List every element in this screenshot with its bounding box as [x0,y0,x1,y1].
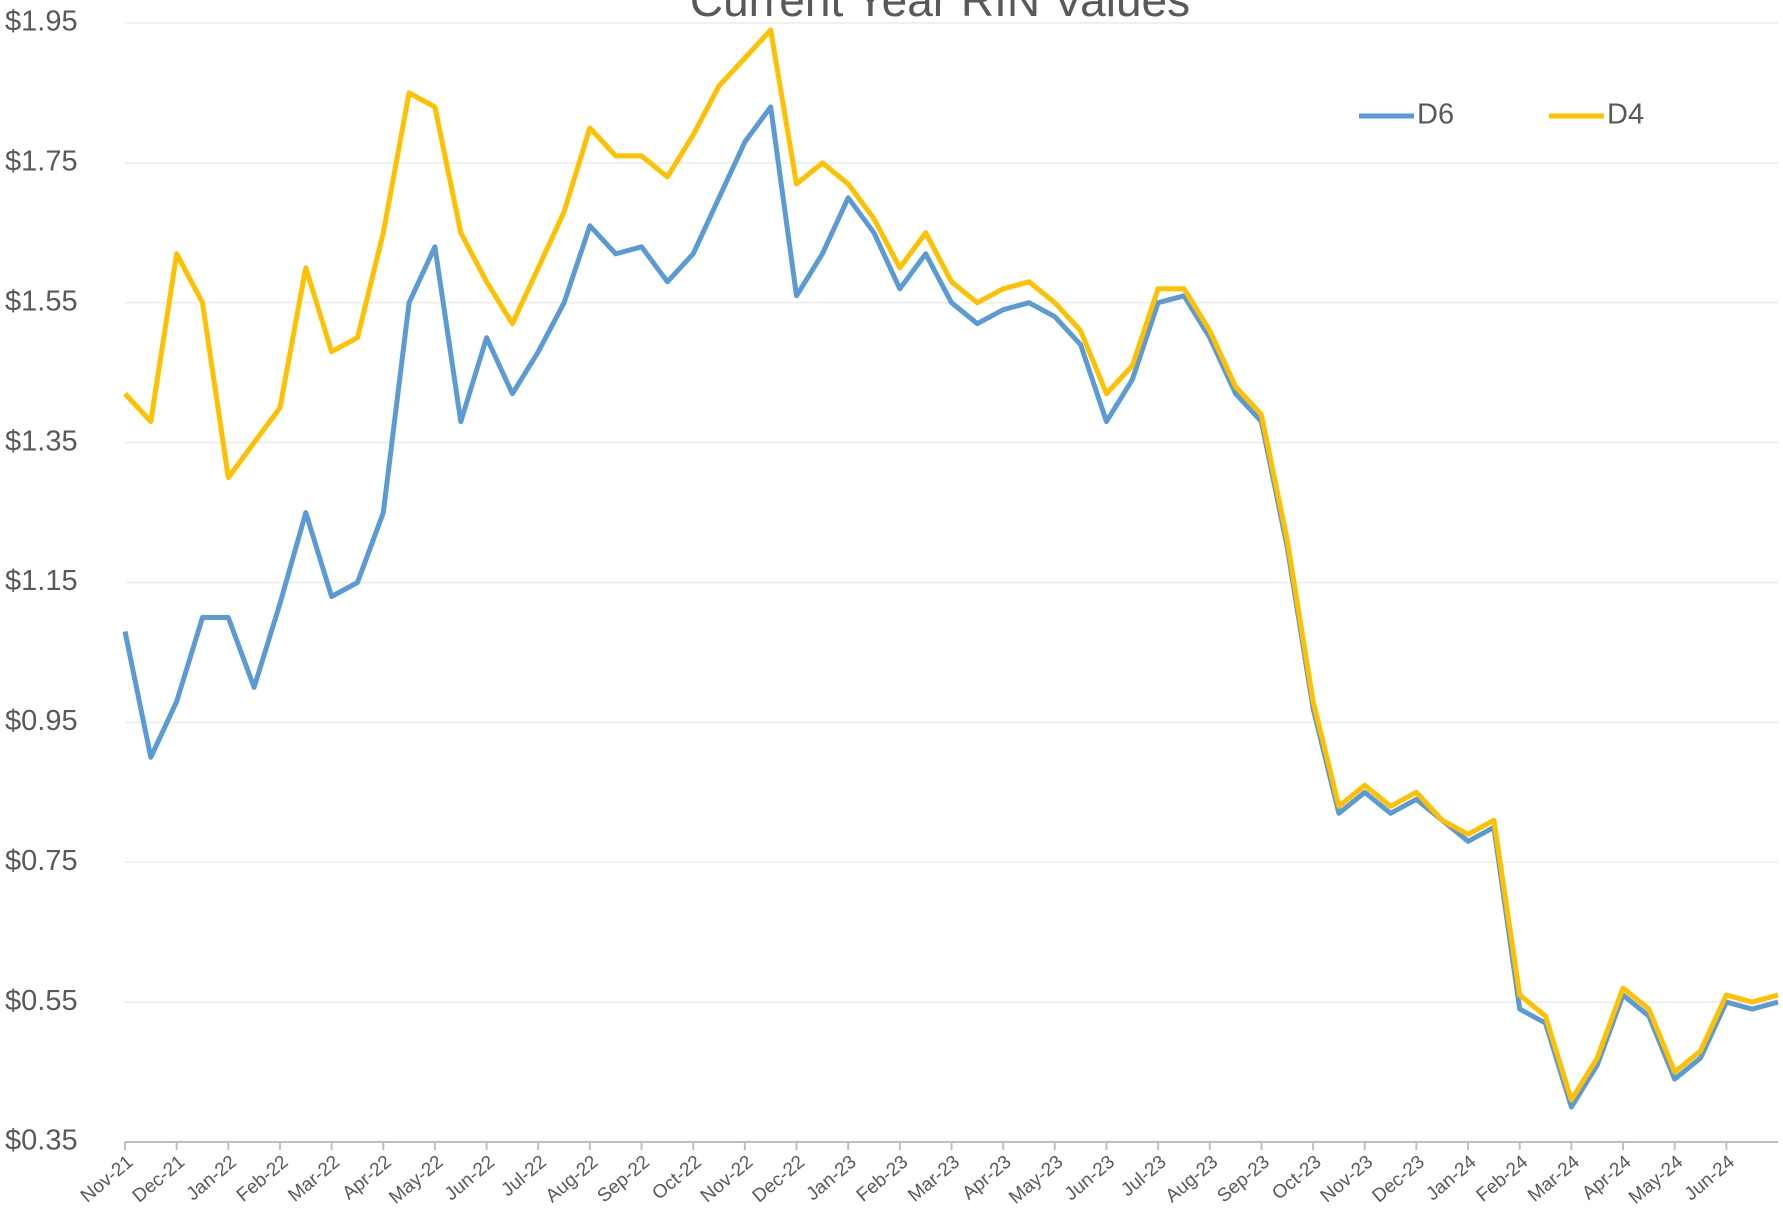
x-tick-label: Mar-23 [904,1152,964,1207]
x-tick-label: Apr-23 [958,1152,1015,1205]
x-tick-label: Dec-22 [749,1152,809,1207]
y-tick-label: $0.75 [5,845,78,877]
x-tick-label: May-23 [1005,1152,1067,1209]
y-tick-label: $1.15 [5,565,78,597]
x-tick-label: May-22 [385,1152,447,1209]
legend-label: D4 [1607,99,1644,131]
x-tick-label: Jun-24 [1681,1151,1739,1205]
x-tick-label: Feb-22 [233,1152,293,1207]
x-tick-label: Nov-21 [77,1152,137,1207]
x-tick-label: May-24 [1625,1151,1687,1208]
x-tick-label: Dec-21 [129,1152,189,1207]
y-tick-label: $1.75 [5,146,78,178]
legend-label: D6 [1417,99,1454,131]
x-tick-label: Jan-23 [803,1152,861,1205]
x-tick-label: Oct-23 [1268,1152,1325,1205]
y-tick-label: $1.35 [5,425,78,457]
x-tick-label: Jan-24 [1422,1151,1480,1205]
x-tick-label: Aug-23 [1162,1152,1222,1207]
x-tick-label: Nov-23 [1317,1152,1377,1207]
y-tick-label: $0.95 [5,705,78,737]
x-tick-label: Apr-22 [339,1152,396,1205]
line-series [123,27,1779,1103]
x-tick-label: Feb-24 [1473,1151,1533,1206]
x-tick-label: Jul-23 [1117,1152,1170,1201]
x-tick-label: Feb-23 [853,1152,913,1207]
x-tick-label: Jul-22 [498,1152,551,1201]
x-tick-label: Jun-23 [1061,1152,1119,1205]
x-tick-label: Aug-22 [542,1152,602,1207]
chart-title: Current Year RIN Values [690,0,1190,26]
x-tick-label: Sep-22 [594,1152,654,1207]
y-tick-label: $0.55 [5,985,78,1017]
x-tick-label: Mar-22 [284,1152,344,1207]
x-tick-label: Dec-23 [1368,1152,1428,1207]
x-tick-label: Mar-24 [1524,1151,1584,1206]
x-tick-label: Oct-22 [648,1152,705,1205]
x-tick-label: Sep-23 [1213,1152,1273,1207]
x-tick-label: Jun-22 [441,1152,499,1205]
line-series [122,104,1779,1110]
x-tick-label: Apr-24 [1578,1151,1636,1204]
y-tick-label: $1.95 [5,6,78,38]
x-tick-label: Jan-22 [183,1152,241,1205]
y-tick-label: $0.35 [5,1125,78,1157]
x-tick-label: Nov-22 [697,1152,757,1207]
y-tick-label: $1.55 [5,285,78,317]
